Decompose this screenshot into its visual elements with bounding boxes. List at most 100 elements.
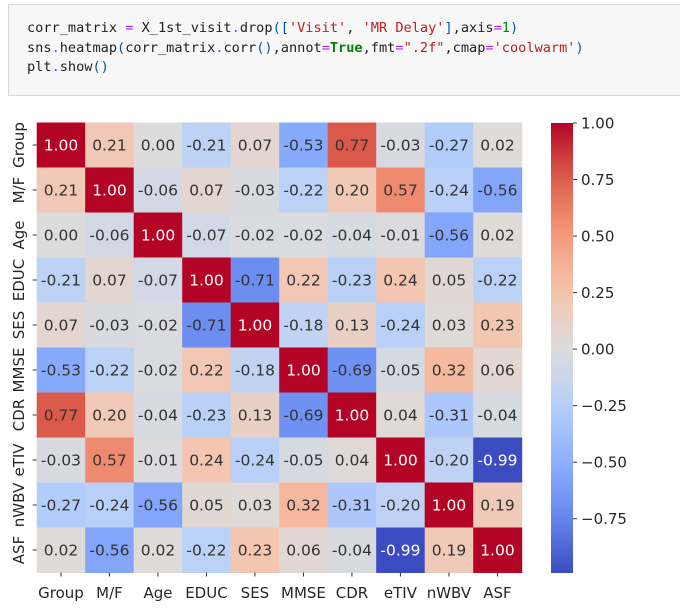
colorbar <box>551 123 573 573</box>
cell-annotation: 1.00 <box>44 137 79 155</box>
cell-annotation: -0.20 <box>429 452 469 470</box>
code-token: = <box>395 39 404 56</box>
heatmap-cell <box>133 527 183 573</box>
cell-annotation: -0.22 <box>477 272 517 290</box>
heatmap-cell <box>376 302 426 348</box>
colorbar-tick-label: 0.50 <box>581 228 614 246</box>
cell-annotation: 0.06 <box>286 542 321 560</box>
cell-annotation: -0.31 <box>332 497 372 515</box>
cell-annotation: -0.03 <box>380 137 420 155</box>
heatmap-cell <box>376 167 426 213</box>
heatmap-cell <box>230 347 280 393</box>
cell-annotation: 0.21 <box>44 182 79 200</box>
cell-annotation: -0.23 <box>186 407 226 425</box>
code-token: . <box>51 39 60 56</box>
code-line: plt.show() <box>27 58 584 78</box>
heatmap-cell <box>327 482 377 528</box>
heatmap-cell <box>473 302 523 348</box>
cell-annotation: -0.04 <box>477 407 517 425</box>
cell-annotation: 0.22 <box>189 362 224 380</box>
cell-annotation: -0.24 <box>429 182 469 200</box>
heatmap-cell <box>279 257 329 303</box>
heatmap-cell <box>36 482 86 528</box>
y-tick-label: MMSE <box>10 348 28 393</box>
x-tick-label: Group <box>38 584 84 602</box>
y-tick-label: CDR <box>10 399 28 431</box>
heatmap-cell <box>279 437 329 483</box>
cell-annotation: -0.18 <box>283 317 323 335</box>
code-token: 'MR Delay' <box>362 20 445 36</box>
cell-annotation: 0.02 <box>480 137 515 155</box>
code-editor[interactable]: corr_matrix = X_1st_visit.drop(['Visit',… <box>27 19 584 78</box>
heatmap-cell <box>279 302 329 348</box>
heatmap-cell <box>473 527 523 573</box>
cell-annotation: -0.21 <box>186 137 226 155</box>
colorbar-tick-label: −0.50 <box>581 454 627 472</box>
cell-annotation: 0.23 <box>238 542 273 560</box>
colorbar-tick-label: 1.00 <box>581 115 614 133</box>
cell-annotation: -0.03 <box>89 317 129 335</box>
heatmap-cell <box>327 347 377 393</box>
code-token: sns <box>27 39 52 56</box>
cell-annotation: 0.07 <box>189 182 224 200</box>
cell-annotation: 0.22 <box>286 272 321 290</box>
code-token: ) <box>575 39 584 56</box>
code-token: = <box>321 39 330 56</box>
code-token: ,annot <box>272 39 322 56</box>
heatmap-cell <box>424 482 474 528</box>
code-line: sns.heatmap(corr_matrix.corr(),annot=Tru… <box>27 39 584 59</box>
y-tick-label: SES <box>10 311 28 340</box>
heatmap-cell <box>36 122 86 168</box>
cell-annotation: 0.02 <box>480 227 515 245</box>
code-token: = <box>485 39 494 56</box>
cell-annotation: -0.69 <box>283 407 323 425</box>
cell-annotation: 0.77 <box>44 407 79 425</box>
colorbar-tick-label: 0.25 <box>581 284 614 302</box>
code-token: plt <box>27 59 52 75</box>
code-token: ( <box>117 39 126 56</box>
cell-annotation: -0.99 <box>477 452 517 470</box>
heatmap-cell <box>182 482 232 528</box>
heatmap-cell <box>182 347 232 393</box>
heatmap-cell <box>424 212 474 258</box>
code-token: drop <box>239 20 273 36</box>
heatmap-cell <box>424 347 474 393</box>
code-cell[interactable]: corr_matrix = X_1st_visit.drop(['Visit',… <box>8 4 680 96</box>
heatmap-cell <box>327 167 377 213</box>
cell-annotation: -0.01 <box>138 452 178 470</box>
cell-annotation: -0.24 <box>380 317 420 335</box>
cell-annotation: 0.00 <box>141 137 176 155</box>
cell-annotation: -0.07 <box>186 227 226 245</box>
code-token: corr <box>223 39 257 56</box>
heatmap-cell <box>36 212 86 258</box>
heatmap-cell <box>230 257 280 303</box>
cell-annotation: -0.99 <box>380 542 420 560</box>
y-tick-label: eTIV <box>10 443 28 477</box>
cell-annotation: 1.00 <box>92 182 127 200</box>
cell-annotation: 0.04 <box>383 407 418 425</box>
x-tick-label: ASF <box>483 584 511 602</box>
x-tick-label: SES <box>241 584 270 602</box>
code-token: X_1st_visit <box>133 20 232 36</box>
heatmap-cell <box>424 392 474 438</box>
cell-annotation: -0.18 <box>235 362 275 380</box>
heatmap-cell <box>36 302 86 348</box>
cell-annotation: -0.04 <box>332 542 372 560</box>
heatmap-cell <box>36 347 86 393</box>
code-token: . <box>51 59 60 75</box>
heatmap-cell <box>182 257 232 303</box>
heatmap-cell <box>230 527 280 573</box>
heatmap-cell <box>133 392 183 438</box>
cell-annotation: -0.71 <box>186 317 226 335</box>
x-tick-label: Age <box>143 584 172 602</box>
cell-annotation: 0.06 <box>480 362 515 380</box>
heatmap-cell <box>327 212 377 258</box>
heatmap-cell <box>376 437 426 483</box>
heatmap-cell <box>133 482 183 528</box>
cell-annotation: -0.56 <box>89 542 129 560</box>
cell-annotation: 0.32 <box>432 362 467 380</box>
code-token: = <box>125 20 134 36</box>
y-tick-label: Group <box>10 122 28 168</box>
heatmap-cell <box>36 437 86 483</box>
y-tick-label: EDUC <box>10 259 28 301</box>
